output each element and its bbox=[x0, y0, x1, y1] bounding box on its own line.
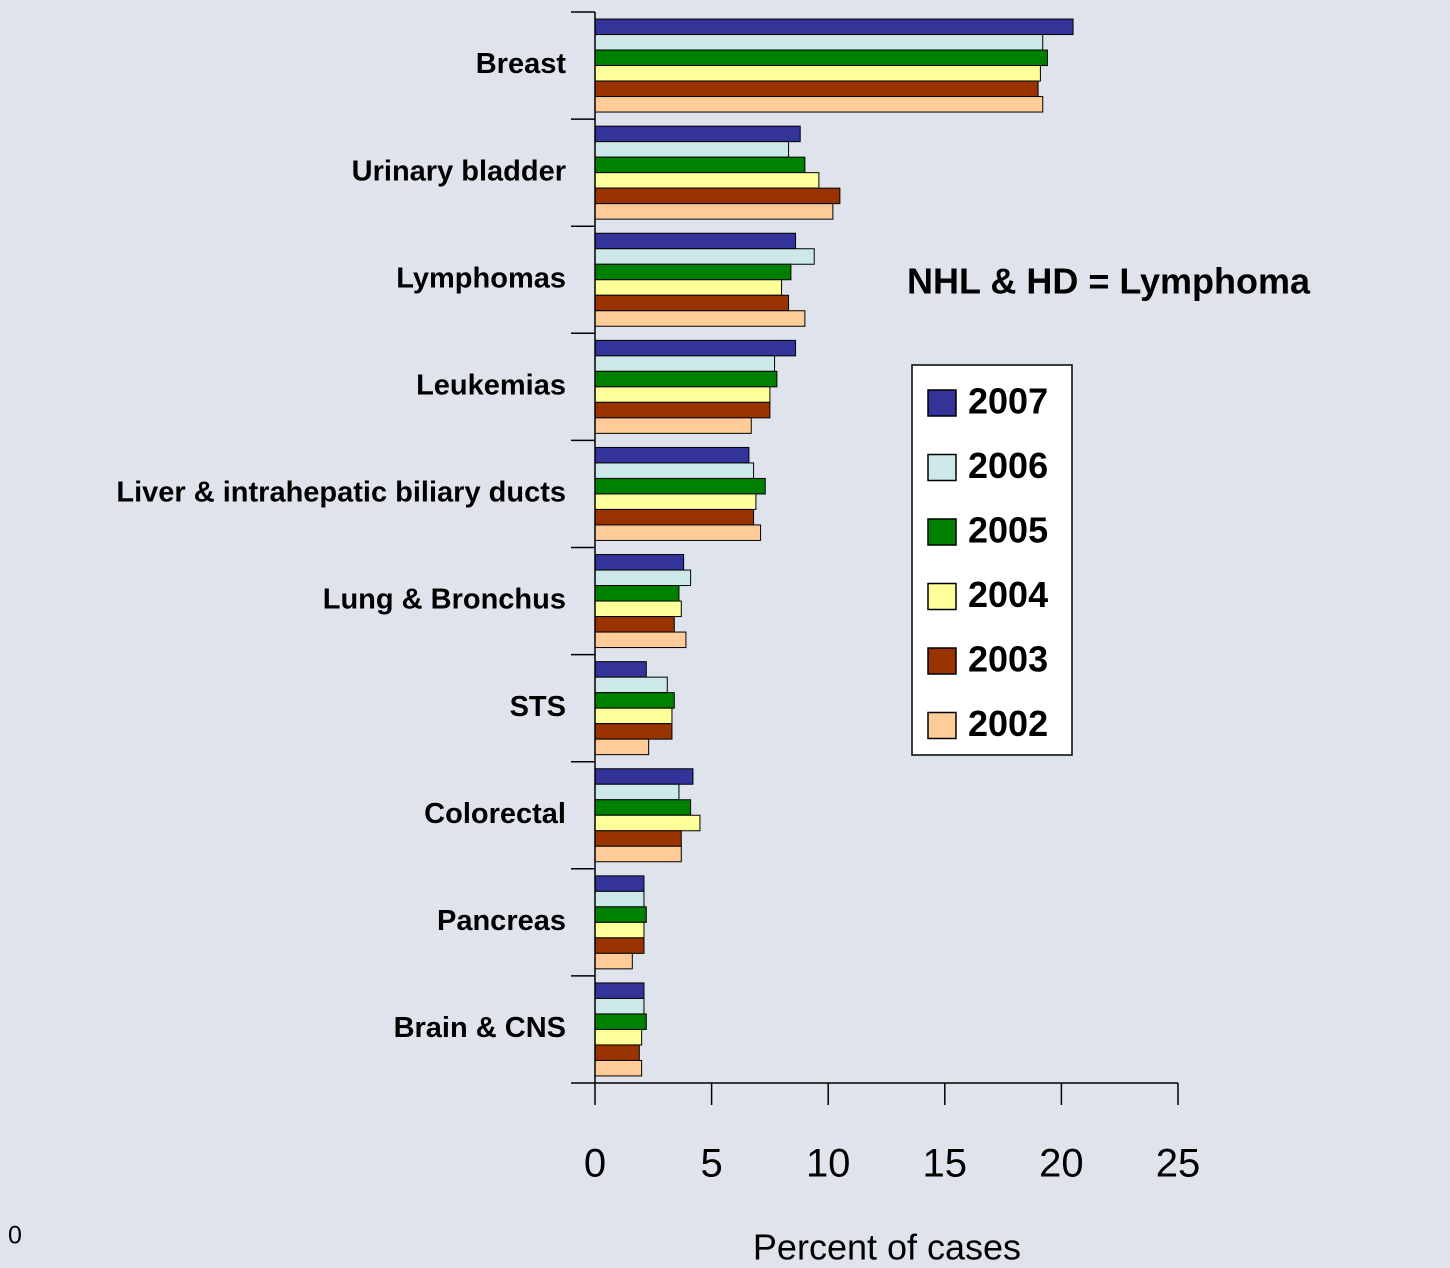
bar bbox=[594, 462, 755, 479]
legend-label: 2002 bbox=[968, 703, 1048, 744]
bar bbox=[594, 997, 645, 1015]
bar bbox=[594, 156, 806, 174]
x-tick-label: 15 bbox=[923, 1142, 968, 1186]
y-tick-label: Lymphomas bbox=[396, 262, 566, 294]
bar bbox=[594, 952, 633, 970]
x-axis-label: Percent of cases bbox=[753, 1227, 1021, 1268]
x-tick-label: 20 bbox=[1039, 1142, 1084, 1186]
bar bbox=[594, 65, 1041, 82]
bar bbox=[594, 890, 645, 908]
bar bbox=[594, 263, 792, 281]
y-tick-label: Brain & CNS bbox=[394, 1012, 566, 1044]
bar bbox=[594, 279, 783, 296]
bar bbox=[594, 600, 682, 618]
x-tick-label: 25 bbox=[1156, 1142, 1201, 1186]
bar bbox=[594, 707, 673, 725]
legend-label: 2007 bbox=[968, 381, 1048, 422]
legend-swatch bbox=[927, 582, 957, 611]
bar bbox=[594, 814, 701, 832]
bar bbox=[594, 417, 752, 434]
legend-swatch bbox=[927, 389, 957, 417]
legend-box bbox=[911, 364, 1073, 756]
bar bbox=[594, 49, 1048, 67]
bar bbox=[594, 355, 776, 372]
bar bbox=[594, 661, 647, 678]
legend-label: 2003 bbox=[968, 639, 1048, 680]
bar bbox=[594, 18, 1074, 36]
bar bbox=[594, 723, 673, 740]
bar bbox=[594, 172, 820, 189]
annotation: NHL & HD = Lymphoma bbox=[907, 261, 1311, 302]
legend-label: 2005 bbox=[968, 510, 1048, 551]
slide-number: 0 bbox=[8, 1222, 22, 1250]
x-tick-label: 5 bbox=[700, 1142, 722, 1186]
bar bbox=[594, 738, 650, 756]
bar bbox=[594, 875, 645, 892]
legend-label: 2006 bbox=[968, 445, 1048, 486]
bar bbox=[594, 96, 1044, 113]
y-tick-label: Lung & Bronchus bbox=[323, 584, 566, 616]
bar bbox=[594, 80, 1039, 98]
bar bbox=[594, 232, 797, 250]
bar bbox=[594, 339, 797, 357]
legend-swatch bbox=[927, 518, 957, 546]
y-tick-label: Liver & intrahepatic biliary ducts bbox=[116, 477, 566, 509]
y-tick-label: Breast bbox=[476, 48, 567, 80]
bar bbox=[594, 1028, 643, 1046]
bar bbox=[594, 569, 692, 587]
bar bbox=[594, 446, 750, 464]
bar bbox=[594, 692, 675, 709]
bar bbox=[594, 585, 680, 602]
bar bbox=[594, 524, 762, 541]
bar bbox=[594, 830, 682, 847]
bar bbox=[594, 1013, 647, 1030]
bar bbox=[594, 768, 694, 785]
bar bbox=[594, 982, 645, 999]
bar bbox=[594, 616, 675, 633]
legend-swatch bbox=[927, 711, 957, 740]
bar bbox=[594, 937, 645, 954]
legend-swatch bbox=[927, 647, 957, 675]
y-tick-label: Pancreas bbox=[437, 905, 566, 937]
bar bbox=[594, 493, 757, 510]
x-tick-label: 10 bbox=[806, 1142, 851, 1186]
bar bbox=[594, 845, 682, 863]
bar bbox=[594, 125, 801, 143]
bar bbox=[594, 294, 790, 312]
bar bbox=[594, 676, 668, 694]
bar bbox=[594, 554, 685, 571]
legend-swatch bbox=[927, 453, 957, 482]
bar bbox=[594, 370, 778, 388]
bar bbox=[594, 783, 680, 801]
bar bbox=[594, 1044, 640, 1061]
y-tick-label: Urinary bladder bbox=[352, 155, 566, 187]
bar bbox=[594, 401, 771, 419]
y-tick-label: STS bbox=[510, 691, 566, 723]
bar bbox=[594, 310, 806, 327]
bar bbox=[594, 203, 834, 220]
bar bbox=[594, 386, 771, 403]
bar bbox=[594, 799, 692, 816]
bar bbox=[594, 906, 647, 923]
bar bbox=[594, 248, 815, 265]
x-tick-label: 0 bbox=[584, 1142, 606, 1186]
y-tick-label: Leukemias bbox=[416, 370, 566, 402]
bar bbox=[594, 477, 766, 495]
bar bbox=[594, 1059, 643, 1077]
legend-label: 2004 bbox=[968, 574, 1048, 615]
bar bbox=[594, 187, 841, 205]
bar bbox=[594, 141, 790, 158]
bar bbox=[594, 921, 645, 939]
y-tick-label: Colorectal bbox=[424, 798, 566, 830]
bar bbox=[594, 508, 755, 526]
bar bbox=[594, 631, 687, 649]
bar bbox=[594, 34, 1044, 51]
